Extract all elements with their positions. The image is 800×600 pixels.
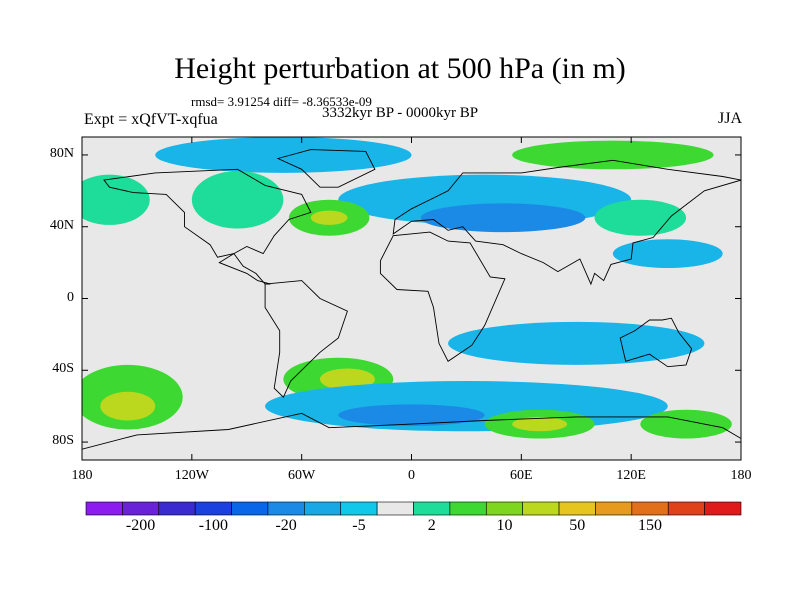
coastline-greenland [276, 149, 376, 188]
season-label: JJA [717, 110, 742, 127]
lon-label: 60E [510, 468, 533, 483]
map-title: Height perturbation at 500 hPa (in m) [174, 52, 626, 85]
anomaly-region-south-pacific-east-green [640, 409, 732, 439]
anomaly-region-southern-indian-core [512, 416, 568, 432]
colorbar-swatch [631, 501, 669, 516]
anomaly-field [82, 137, 741, 460]
colorbar-swatch [267, 501, 305, 516]
lat-label: 80N [49, 145, 74, 161]
anomaly-region-arctic-east [512, 140, 714, 170]
colorbar-label: 2 [427, 517, 436, 534]
lat-label: 0 [67, 289, 74, 305]
lon-label: 180 [730, 468, 752, 483]
anomaly-region-southern-ocean-blue [265, 381, 668, 432]
coastline-south-america [264, 280, 348, 398]
lon-label: 0 [408, 468, 415, 483]
anomaly-region-north-atlantic-core [310, 210, 348, 225]
coastline-central-america [218, 252, 271, 285]
colorbar [85, 501, 742, 516]
lon-label: 120W [174, 468, 209, 483]
lat-label: 40S [52, 361, 74, 377]
lon-label: 120E [616, 468, 646, 483]
anomaly-region-southern-ocean-deep [338, 404, 485, 426]
colorbar-swatch [340, 501, 378, 516]
coastline-australia [619, 317, 693, 368]
anomaly-region-south-pacific-core [100, 391, 156, 421]
lat-label: 40N [49, 217, 74, 233]
coastline-north-america [103, 168, 312, 258]
lat-label: 80S [52, 433, 74, 449]
colorbar-swatch [158, 501, 196, 516]
lon-label: 180 [71, 468, 93, 483]
anomaly-region-north-america [191, 171, 284, 229]
colorbar-label: 50 [569, 517, 586, 534]
colorbar-label: 150 [638, 517, 663, 534]
colorbar-swatch [304, 501, 342, 516]
coastline-eurasia [392, 159, 741, 286]
colorbar-swatch [122, 501, 160, 516]
coastline-antarctica [82, 412, 741, 450]
lon-label: 60W [288, 468, 316, 483]
colorbar-label: -200 [125, 517, 156, 534]
anomaly-region-south-atlantic-core [319, 368, 375, 391]
colorbar-label: -20 [275, 517, 297, 534]
anomaly-region-north-pacific-west [82, 174, 150, 225]
colorbar-swatch [449, 501, 487, 516]
colorbar-label: 10 [496, 517, 513, 534]
anomaly-region-siberia-low [420, 203, 586, 233]
colorbar-label: -100 [198, 517, 229, 534]
colorbar-swatch [194, 501, 232, 516]
colorbar-label: -5 [352, 517, 366, 534]
colorbar-swatch [667, 501, 705, 516]
colorbar-swatch [85, 501, 123, 516]
coastlines [82, 149, 741, 450]
anomaly-region-arctic-band [155, 137, 412, 173]
colorbar-swatch [485, 501, 523, 516]
colorbar-swatch [558, 501, 596, 516]
anomaly-region-west-pacific-blue [612, 239, 723, 268]
colorbar-swatch [231, 501, 269, 516]
coastline-africa [379, 231, 506, 362]
anomaly-region-east-asia [594, 199, 687, 236]
colorbar-swatch [522, 501, 560, 516]
axis-ticks [81, 137, 742, 460]
colorbar-swatch [704, 501, 742, 516]
colorbar-swatch [595, 501, 633, 516]
anomaly-region-indian-ocean-blue [448, 321, 705, 365]
colorbar-swatch [413, 501, 451, 516]
experiment-label: Expt = xQfVT-xqfua [84, 111, 218, 128]
stats-line: rmsd= 3.91254 diff= -8.36533e-09 [191, 94, 372, 109]
colorbar-swatch [376, 501, 414, 516]
period-label: 3332kyr BP - 0000kyr BP [322, 105, 479, 121]
